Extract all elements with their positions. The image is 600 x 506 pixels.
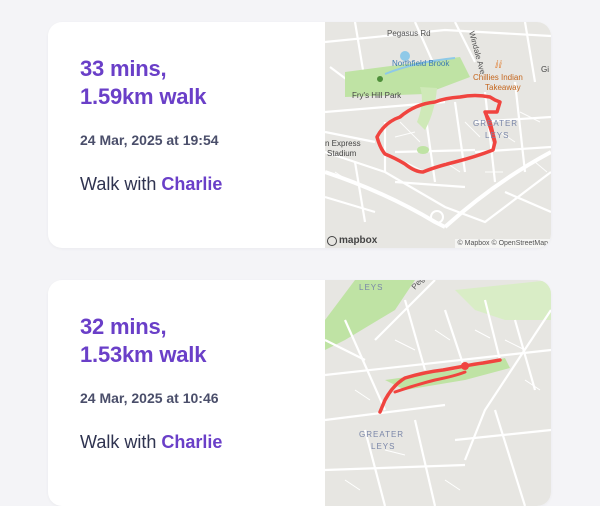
svg-text:n Express: n Express	[325, 139, 361, 148]
svg-text:Northfield Brook: Northfield Brook	[392, 59, 450, 68]
walk-duration: 32 mins, 1.53km walk	[80, 313, 206, 369]
walk-date: 24 Mar, 2025 at 19:54	[80, 132, 219, 148]
walk-duration-time: 33 mins,	[80, 56, 167, 81]
walk-distance: 1.53km walk	[80, 342, 207, 367]
walk-distance: 1.59km walk	[80, 84, 207, 109]
svg-text:Chillies Indian: Chillies Indian	[473, 73, 523, 82]
walk-duration-time: 32 mins,	[80, 314, 167, 339]
mapbox-icon	[327, 235, 337, 246]
map-graphic: ⅈⅈ Pegasus Rd Northfield Brook Fry's Hil…	[325, 22, 551, 229]
walk-with-prefix: Walk with	[80, 174, 157, 194]
route-map[interactable]: LEYS Pegasus Rd GREATER LEYS	[325, 280, 551, 506]
svg-text:Fry's Hill Park: Fry's Hill Park	[352, 91, 402, 100]
walk-card[interactable]: 33 mins, 1.59km walk 24 Mar, 2025 at 19:…	[48, 22, 551, 248]
svg-text:GREATER: GREATER	[473, 119, 518, 128]
walk-duration: 33 mins, 1.59km walk	[80, 55, 206, 111]
svg-text:LEYS: LEYS	[485, 131, 509, 140]
svg-text:Pegasus Rd: Pegasus Rd	[410, 280, 446, 291]
svg-text:GREATER: GREATER	[359, 430, 404, 439]
walk-date: 24 Mar, 2025 at 10:46	[80, 390, 219, 406]
svg-text:LEYS: LEYS	[359, 283, 383, 292]
map-graphic: LEYS Pegasus Rd GREATER LEYS	[325, 280, 551, 506]
svg-text:Takeaway: Takeaway	[485, 83, 521, 92]
svg-text:LEYS: LEYS	[371, 442, 395, 451]
mapbox-logo[interactable]: mapbox	[327, 235, 377, 246]
route-map[interactable]: ⅈⅈ Pegasus Rd Northfield Brook Fry's Hil…	[325, 22, 551, 248]
map-attribution[interactable]: © Mapbox © OpenStreetMap	[454, 239, 551, 248]
dog-name: Charlie	[161, 432, 223, 452]
walk-with-prefix: Walk with	[80, 432, 157, 452]
walk-with: Walk with Charlie	[80, 174, 222, 195]
svg-text:ⅈⅈ: ⅈⅈ	[495, 60, 503, 71]
walk-card[interactable]: 32 mins, 1.53km walk 24 Mar, 2025 at 10:…	[48, 280, 551, 506]
svg-text:Pegasus Rd: Pegasus Rd	[387, 29, 431, 38]
svg-text:Stadium: Stadium	[327, 149, 357, 158]
walk-with: Walk with Charlie	[80, 432, 222, 453]
svg-text:Gi: Gi	[541, 65, 549, 74]
dog-name: Charlie	[161, 174, 223, 194]
